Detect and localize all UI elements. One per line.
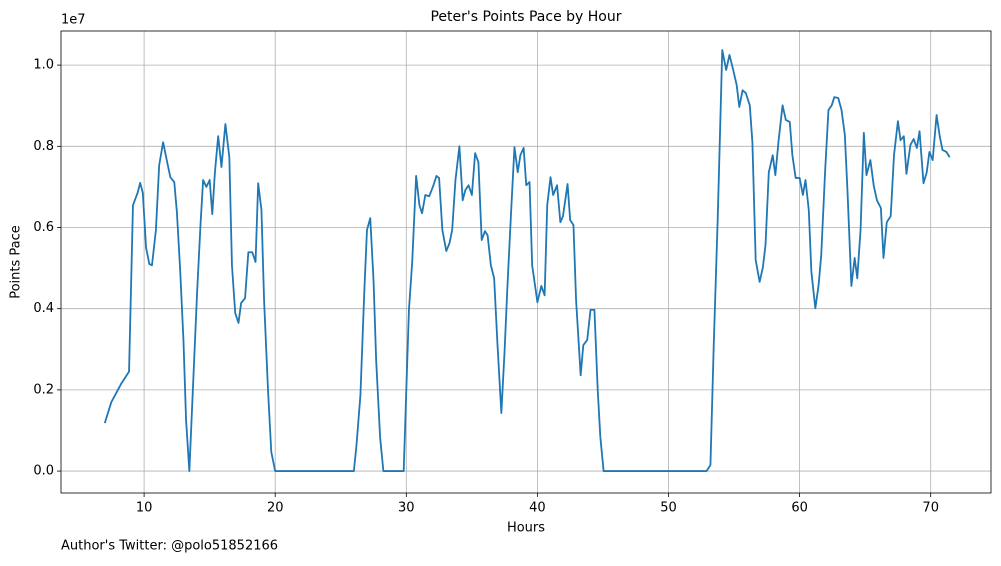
plot-frame [60, 30, 992, 494]
x-tick-label: 20 [267, 501, 284, 516]
y-axis-label: Points Pace [9, 225, 24, 299]
chart-title: Peter's Points Pace by Hour [430, 9, 621, 25]
y-tick-label: 0.4 [33, 301, 54, 316]
x-tick-label: 60 [791, 501, 808, 516]
x-tick-label: 30 [398, 501, 415, 516]
annotation: Author's Twitter: @polo51852166 [61, 539, 278, 554]
y-tick-label: 0.2 [33, 382, 54, 397]
x-axis-label: Hours [507, 521, 545, 536]
y-tick-label: 0.8 [33, 139, 54, 154]
data-line [103, 49, 951, 472]
x-tick-label: 70 [922, 501, 939, 516]
y-tick-label: 1.0 [33, 58, 54, 73]
y-tick-label: 0.6 [33, 220, 54, 235]
x-tick-label: 10 [136, 501, 153, 516]
x-tick-label: 40 [529, 501, 546, 516]
y-offset-label: 1e7 [61, 13, 86, 28]
y-tick-label: 0.0 [33, 464, 54, 479]
x-tick-label: 50 [660, 501, 677, 516]
